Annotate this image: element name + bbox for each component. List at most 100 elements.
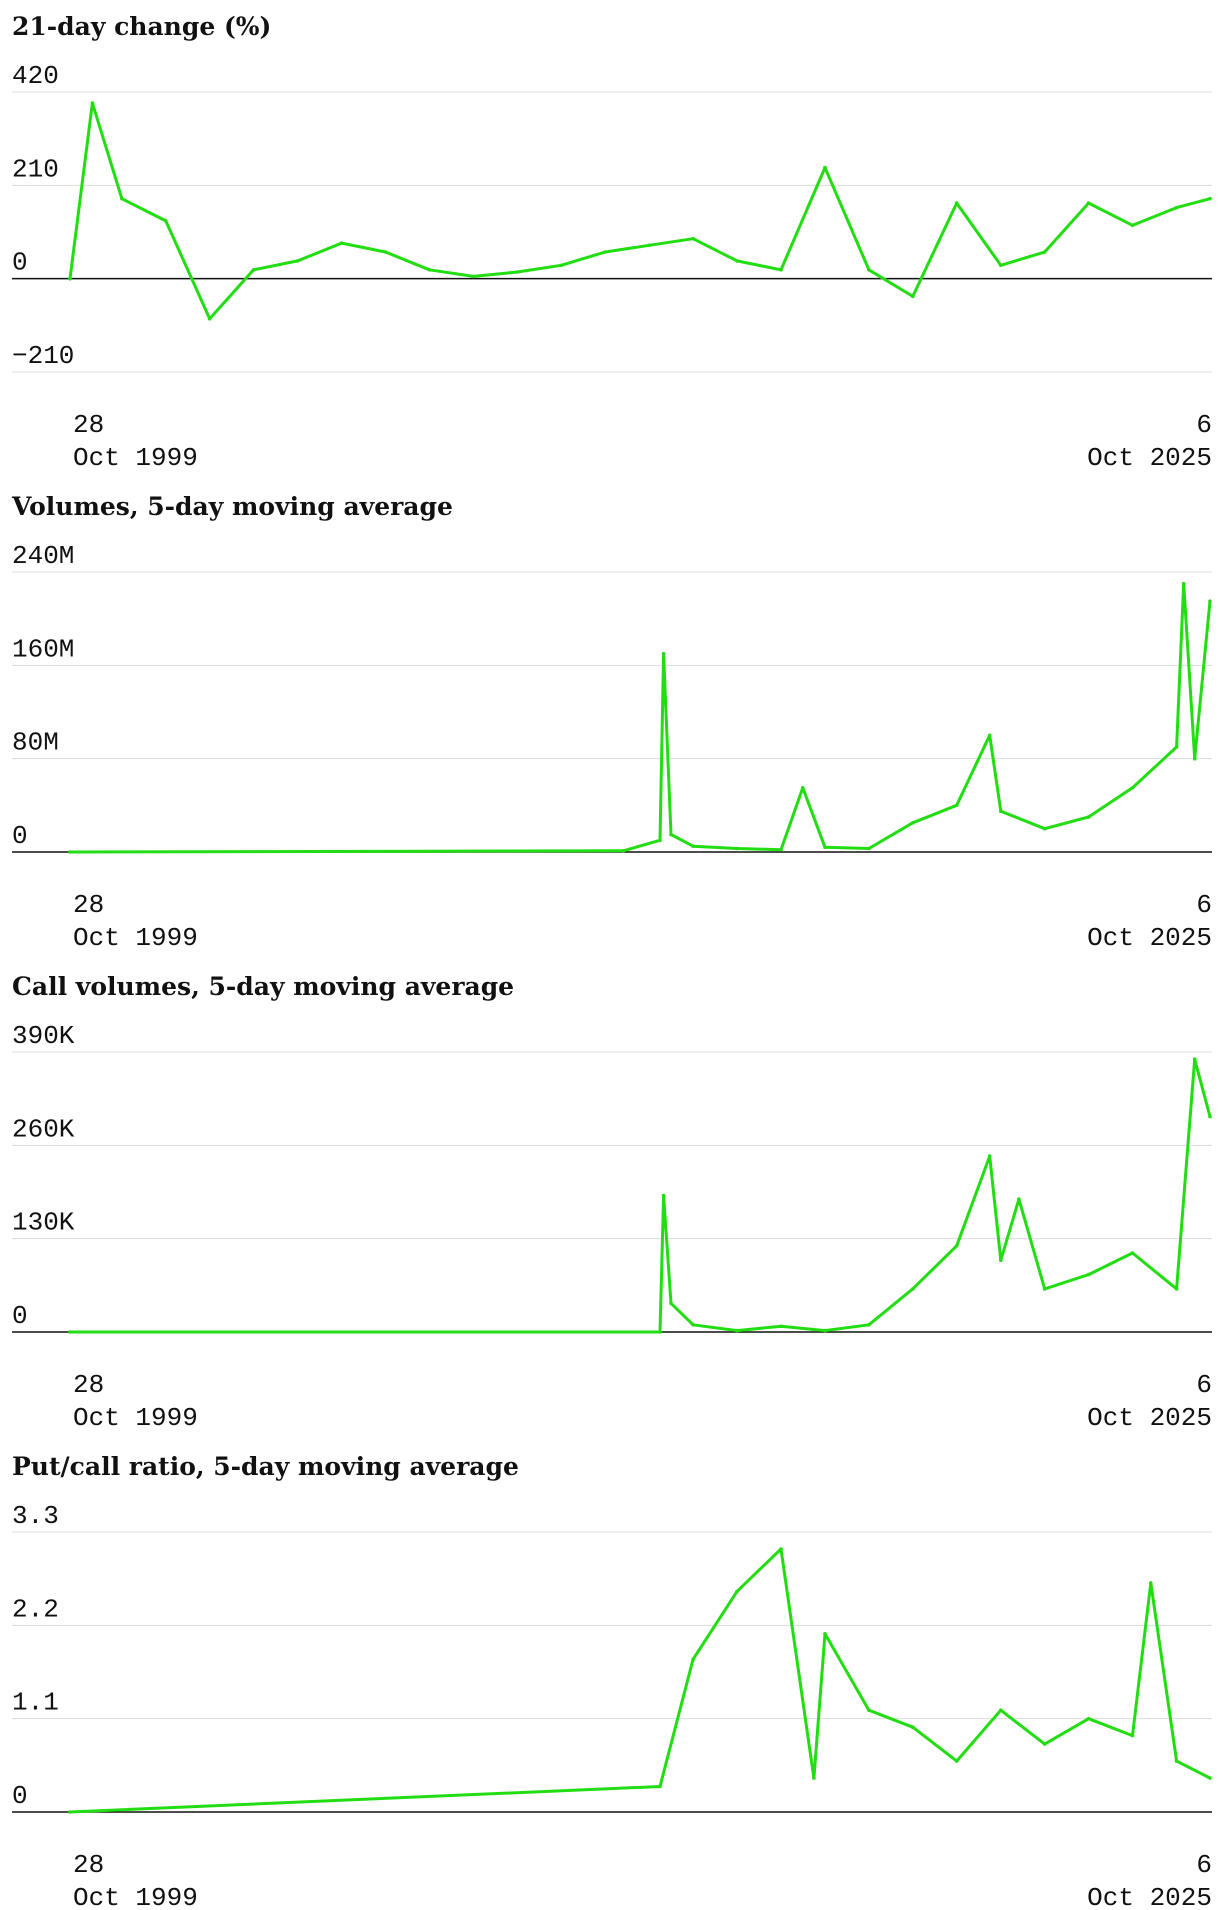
data-point <box>1174 1287 1179 1291</box>
y-tick-label: 80M <box>12 728 59 758</box>
data-point <box>801 786 805 790</box>
data-point <box>812 1776 816 1780</box>
x-tick-end-month: Oct 2025 <box>1087 443 1212 473</box>
x-tick-start-month: Oct 1999 <box>73 443 198 473</box>
data-point <box>1149 1581 1153 1585</box>
data-point <box>68 850 72 854</box>
data-point <box>1181 581 1186 586</box>
data-point <box>987 1154 992 1158</box>
x-tick-start-month: Oct 1999 <box>73 923 198 953</box>
data-point <box>779 1324 783 1329</box>
data-point <box>658 1784 662 1789</box>
x-tick-end-day: 6 <box>1196 1370 1212 1400</box>
series-line <box>69 582 1212 854</box>
data-point <box>911 1287 915 1291</box>
data-point <box>339 241 344 245</box>
x-tick-end-month: Oct 2025 <box>1087 923 1212 953</box>
chart-4-svg: 3.3 2.2 1.1 0 28 Oct 1999 6 Oct 2025 <box>12 1501 1212 1910</box>
data-point <box>1174 205 1179 210</box>
x-tick-start-month: Oct 1999 <box>73 1403 198 1433</box>
x-tick-start-day: 28 <box>73 890 104 920</box>
data-point <box>669 832 673 837</box>
data-point <box>735 1589 739 1594</box>
x-tick-start-month: Oct 1999 <box>73 1883 198 1910</box>
data-point <box>658 838 662 843</box>
data-point <box>999 809 1003 813</box>
data-point <box>68 1330 72 1334</box>
data-point <box>954 201 959 205</box>
data-point <box>164 219 168 223</box>
data-point <box>867 1708 871 1712</box>
x-tick-start-day: 28 <box>73 1850 104 1880</box>
data-point <box>1192 756 1197 761</box>
data-point <box>1208 599 1212 603</box>
y-tick-label: 0 <box>12 821 28 851</box>
data-point <box>735 259 739 263</box>
x-tick-end-month: Oct 2025 <box>1087 1883 1212 1910</box>
data-point <box>691 1323 695 1327</box>
y-tick-label: 3.3 <box>12 1501 59 1531</box>
data-point <box>779 847 783 852</box>
y-tick-label: 210 <box>12 154 59 184</box>
data-point <box>823 1328 827 1333</box>
y-tick-label: 160M <box>12 634 74 664</box>
data-point <box>90 101 95 105</box>
x-tick-end-day: 6 <box>1196 410 1212 440</box>
data-point <box>1208 1114 1212 1119</box>
data-point <box>1208 196 1212 201</box>
data-point <box>911 821 915 825</box>
data-point <box>779 268 783 272</box>
series-line <box>70 1057 1212 1334</box>
data-point <box>954 1759 959 1763</box>
series-line <box>68 101 1211 321</box>
data-point <box>735 1328 739 1333</box>
data-point <box>823 1632 827 1636</box>
data-point <box>823 165 827 170</box>
chart-title: Call volumes, 5-day moving average <box>12 972 515 1001</box>
chart-title: Put/call ratio, 5-day moving average <box>12 1452 519 1481</box>
chart-title: Volumes, 5-day moving average <box>12 492 453 521</box>
data-point <box>867 846 871 851</box>
data-point <box>954 1244 959 1248</box>
data-point <box>68 276 72 281</box>
y-tick-label: 1.1 <box>12 1688 59 1718</box>
data-point <box>1086 815 1091 819</box>
data-point <box>661 651 666 656</box>
data-point <box>1017 1197 1021 1201</box>
data-point <box>1042 1287 1047 1291</box>
data-point <box>68 1810 72 1814</box>
y-tick-label: 0 <box>12 1301 28 1331</box>
data-point <box>1174 1759 1179 1763</box>
data-point <box>1042 250 1047 254</box>
data-point <box>120 196 124 201</box>
data-point <box>867 1323 871 1327</box>
data-point <box>867 268 871 272</box>
x-tick-end-month: Oct 2025 <box>1087 1403 1212 1433</box>
y-tick-label: 260K <box>12 1114 75 1144</box>
data-point <box>515 270 520 274</box>
x-tick-start-day: 28 <box>73 1370 104 1400</box>
data-point <box>691 1657 695 1662</box>
y-tick-label: 420 <box>12 61 59 91</box>
data-point <box>779 1547 783 1551</box>
data-point <box>207 316 212 321</box>
y-tick-label: 130K <box>12 1208 75 1238</box>
data-point <box>1174 745 1179 749</box>
data-point <box>823 845 827 850</box>
y-tick-label: −210 <box>12 341 74 371</box>
data-point <box>1042 1742 1047 1746</box>
data-point <box>559 263 564 268</box>
chart-panel-2: Volumes, 5-day moving average 240M 160M 80… <box>0 492 1220 953</box>
data-point <box>999 1708 1003 1712</box>
x-tick-start-day: 28 <box>73 410 104 440</box>
chart-panel-3: Call volumes, 5-day moving average 390K 2… <box>0 972 1220 1433</box>
y-tick-label: 0 <box>12 248 28 278</box>
y-tick-label: 0 <box>12 1781 28 1811</box>
data-point <box>954 803 959 808</box>
data-point <box>1130 223 1135 228</box>
data-point <box>658 1330 662 1334</box>
data-point <box>1208 1776 1212 1780</box>
series-line <box>69 1547 1211 1814</box>
data-point <box>1130 1251 1135 1255</box>
